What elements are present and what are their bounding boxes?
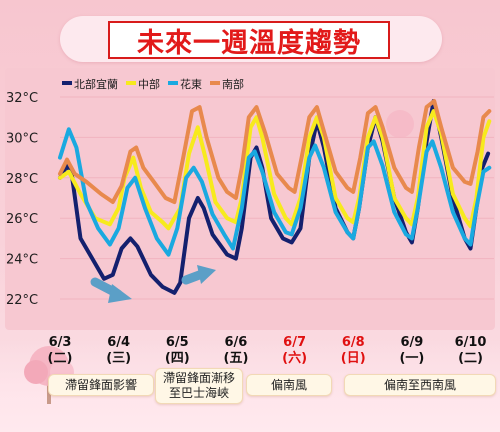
x-tick-date: 6/5 <box>166 335 189 350</box>
legend-swatch-4 <box>210 81 220 85</box>
chart-title: 未來一週溫度趨勢 <box>137 27 361 59</box>
y-tick-label: 24°C <box>6 253 38 268</box>
x-tick-date: 6/6 <box>225 335 248 350</box>
x-tick-weekday: (日) <box>341 351 366 366</box>
x-tick-date: 6/9 <box>400 335 423 350</box>
x-tick-weekday: (四) <box>165 351 190 366</box>
x-tick-date: 6/3 <box>49 335 72 350</box>
x-tick-weekday: (六) <box>282 350 307 366</box>
x-tick-weekday: (二) <box>458 351 483 366</box>
note-two-line2: 至巴士海峽 <box>168 386 229 400</box>
note-front-moving-south: 滯留鋒面漸移 至巴士海峽 <box>155 368 243 404</box>
note-stationary-front: 滯留鋒面影響 <box>48 374 154 396</box>
legend-label-2: 中部 <box>138 77 160 91</box>
series-line-3 <box>58 127 492 257</box>
x-tick-weekday: (三) <box>106 351 131 366</box>
legend-label-3: 花東 <box>180 78 202 91</box>
blossom-tree-right-icon <box>386 110 414 138</box>
note-south-southwest-wind: 偏南至西南風 <box>344 374 496 396</box>
y-tick-label: 22°C <box>6 293 38 308</box>
note-south-wind: 偏南風 <box>246 374 332 396</box>
legend-swatch-2 <box>126 81 136 85</box>
legend-swatch-1 <box>62 81 72 85</box>
y-tick-label: 30°C <box>6 131 38 146</box>
x-tick-weekday: (二) <box>48 351 73 366</box>
legend-label-1: 北部宜蘭 <box>74 77 118 91</box>
x-tick-date: 6/8 <box>342 335 365 350</box>
x-tick-weekday: (五) <box>224 351 249 366</box>
series-line-4 <box>58 99 492 204</box>
x-tick-date: 6/10 <box>455 335 487 350</box>
legend-swatch-3 <box>168 81 178 85</box>
y-tick-label: 28°C <box>6 172 38 187</box>
x-tick-weekday: (一) <box>399 351 424 366</box>
legend-label-4: 南部 <box>222 77 244 91</box>
y-tick-label: 32°C <box>6 91 38 106</box>
trend-arrow-head-2 <box>197 265 216 284</box>
x-tick-date: 6/4 <box>107 335 130 350</box>
x-tick-date: 6/7 <box>283 335 306 350</box>
title-box: 未來一週溫度趨勢 <box>108 21 390 59</box>
y-tick-label: 26°C <box>6 212 38 227</box>
trend-arrow-head-1 <box>108 284 132 303</box>
note-two-line1: 滯留鋒面漸移 <box>162 371 235 385</box>
series-line-2 <box>58 109 492 231</box>
